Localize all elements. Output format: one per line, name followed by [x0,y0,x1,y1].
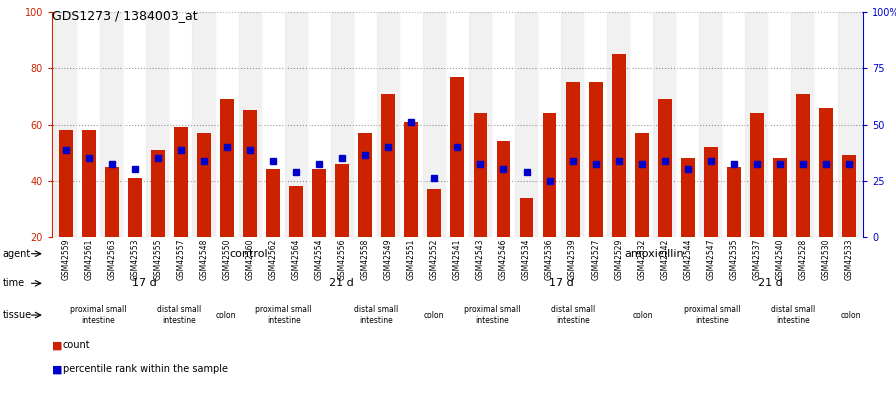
Text: distal small
intestine: distal small intestine [354,305,399,325]
Text: distal small
intestine: distal small intestine [158,305,202,325]
Bar [451,77,464,293]
Bar [681,158,694,293]
Bar [124,12,146,237]
Bar [769,12,791,237]
Bar [82,130,96,293]
Bar [307,12,331,237]
Text: tissue: tissue [3,310,32,320]
Bar [630,12,653,237]
Bar [607,12,630,237]
Bar [727,167,741,293]
Bar [400,12,423,237]
Bar [543,113,556,293]
Text: proximal small
intestine: proximal small intestine [70,305,126,325]
Bar [842,156,856,293]
Bar [289,186,303,293]
Bar [354,12,377,237]
Bar [496,141,511,293]
Text: 17 d: 17 d [549,278,574,288]
Bar [55,12,77,237]
Bar [285,12,307,237]
Bar [745,12,769,237]
Text: colon: colon [633,311,653,320]
Bar [838,12,860,237]
Bar [515,12,538,237]
Text: 21 d: 21 d [758,278,782,288]
Bar [238,12,262,237]
Bar [819,108,833,293]
Text: colon: colon [841,311,862,320]
Bar [704,147,718,293]
Text: amoxicillin: amoxicillin [625,249,685,259]
Text: ■: ■ [52,364,63,375]
Bar [220,99,234,293]
Bar [151,150,165,293]
Bar [561,12,584,237]
Bar [331,12,354,237]
Bar [423,12,446,237]
Text: GDS1273 / 1384003_at: GDS1273 / 1384003_at [52,9,198,22]
Bar [313,169,326,293]
Text: colon: colon [215,311,236,320]
Bar [814,12,838,237]
Bar [169,12,193,237]
Text: time: time [3,278,25,288]
Bar [634,133,649,293]
Text: agent: agent [3,249,31,259]
Bar [773,158,787,293]
Bar [473,113,487,293]
Text: percentile rank within the sample: percentile rank within the sample [63,364,228,375]
Bar [538,12,561,237]
Bar [105,167,119,293]
Text: ■: ■ [52,340,63,350]
Text: proximal small
intestine: proximal small intestine [255,305,312,325]
Text: 21 d: 21 d [329,278,354,288]
Bar [676,12,699,237]
Bar [266,169,280,293]
Text: proximal small
intestine: proximal small intestine [464,305,521,325]
Bar [100,12,124,237]
Bar [243,111,257,293]
Bar [77,12,100,237]
Bar [427,189,442,293]
Bar [404,122,418,293]
Text: distal small
intestine: distal small intestine [551,305,595,325]
Text: colon: colon [424,311,444,320]
Bar [358,133,372,293]
Bar [565,82,580,293]
Bar [216,12,238,237]
Bar [699,12,722,237]
Bar [128,178,142,293]
Bar [653,12,676,237]
Bar [377,12,400,237]
Bar [750,113,763,293]
Bar [612,54,625,293]
Bar [492,12,515,237]
Text: distal small
intestine: distal small intestine [771,305,815,325]
Text: count: count [63,340,90,350]
Bar [446,12,469,237]
Bar [584,12,607,237]
Bar [658,99,672,293]
Bar [469,12,492,237]
Bar [262,12,285,237]
Bar [197,133,211,293]
Text: control: control [229,249,268,259]
Bar [796,94,810,293]
Bar [791,12,814,237]
Bar [382,94,395,293]
Bar [174,127,188,293]
Text: 17 d: 17 d [133,278,157,288]
Bar [193,12,216,237]
Bar [146,12,169,237]
Bar [589,82,602,293]
Bar [520,198,533,293]
Bar [59,130,73,293]
Text: proximal small
intestine: proximal small intestine [684,305,740,325]
Bar [335,164,349,293]
Bar [722,12,745,237]
